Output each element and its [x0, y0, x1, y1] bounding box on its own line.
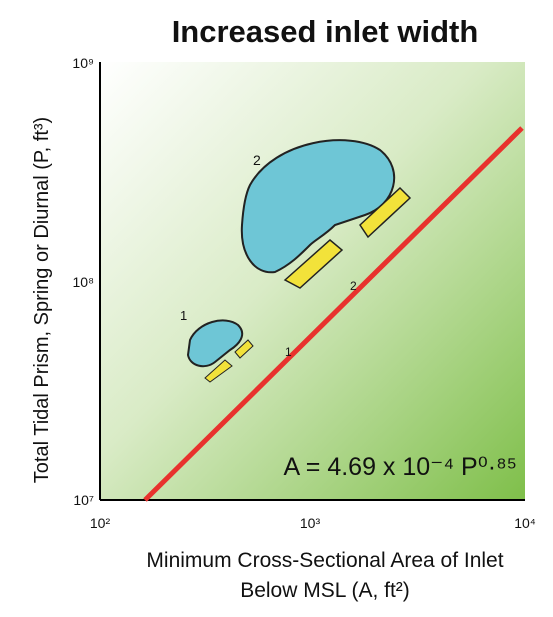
- x-axis-label: Minimum Cross-Sectional Area of Inlet: [146, 549, 503, 572]
- wedge-2b: [359, 186, 412, 239]
- y-tick-label: 10⁹: [72, 55, 94, 71]
- x-tick-label: 10²: [90, 515, 111, 531]
- equation: A = 4.69 x 10⁻⁴ P⁰·⁸⁵: [284, 453, 517, 481]
- shape-2: [240, 139, 396, 274]
- x-tick-label: 10³: [300, 515, 321, 531]
- wedge-1b: [234, 339, 254, 359]
- title: Increased inlet width: [172, 14, 479, 49]
- wedge-2a: [283, 239, 344, 289]
- line-label: 2: [350, 279, 357, 293]
- shape-label: 2: [253, 152, 261, 168]
- x-axis-label: Below MSL (A, ft²): [240, 579, 410, 602]
- shape-1: [186, 319, 244, 368]
- shape-label: 1: [180, 308, 187, 323]
- y-tick-label: 10⁷: [73, 492, 94, 508]
- wedge-1a: [204, 359, 233, 383]
- regression-line: [143, 126, 524, 502]
- y-tick-label: 10⁸: [73, 274, 95, 290]
- x-tick-label: 10⁴: [514, 515, 536, 531]
- y-axis-label: Total Tidal Prism, Spring or Diurnal (P,…: [31, 117, 53, 483]
- line-label: 1: [285, 345, 292, 359]
- plot-area: [100, 62, 525, 500]
